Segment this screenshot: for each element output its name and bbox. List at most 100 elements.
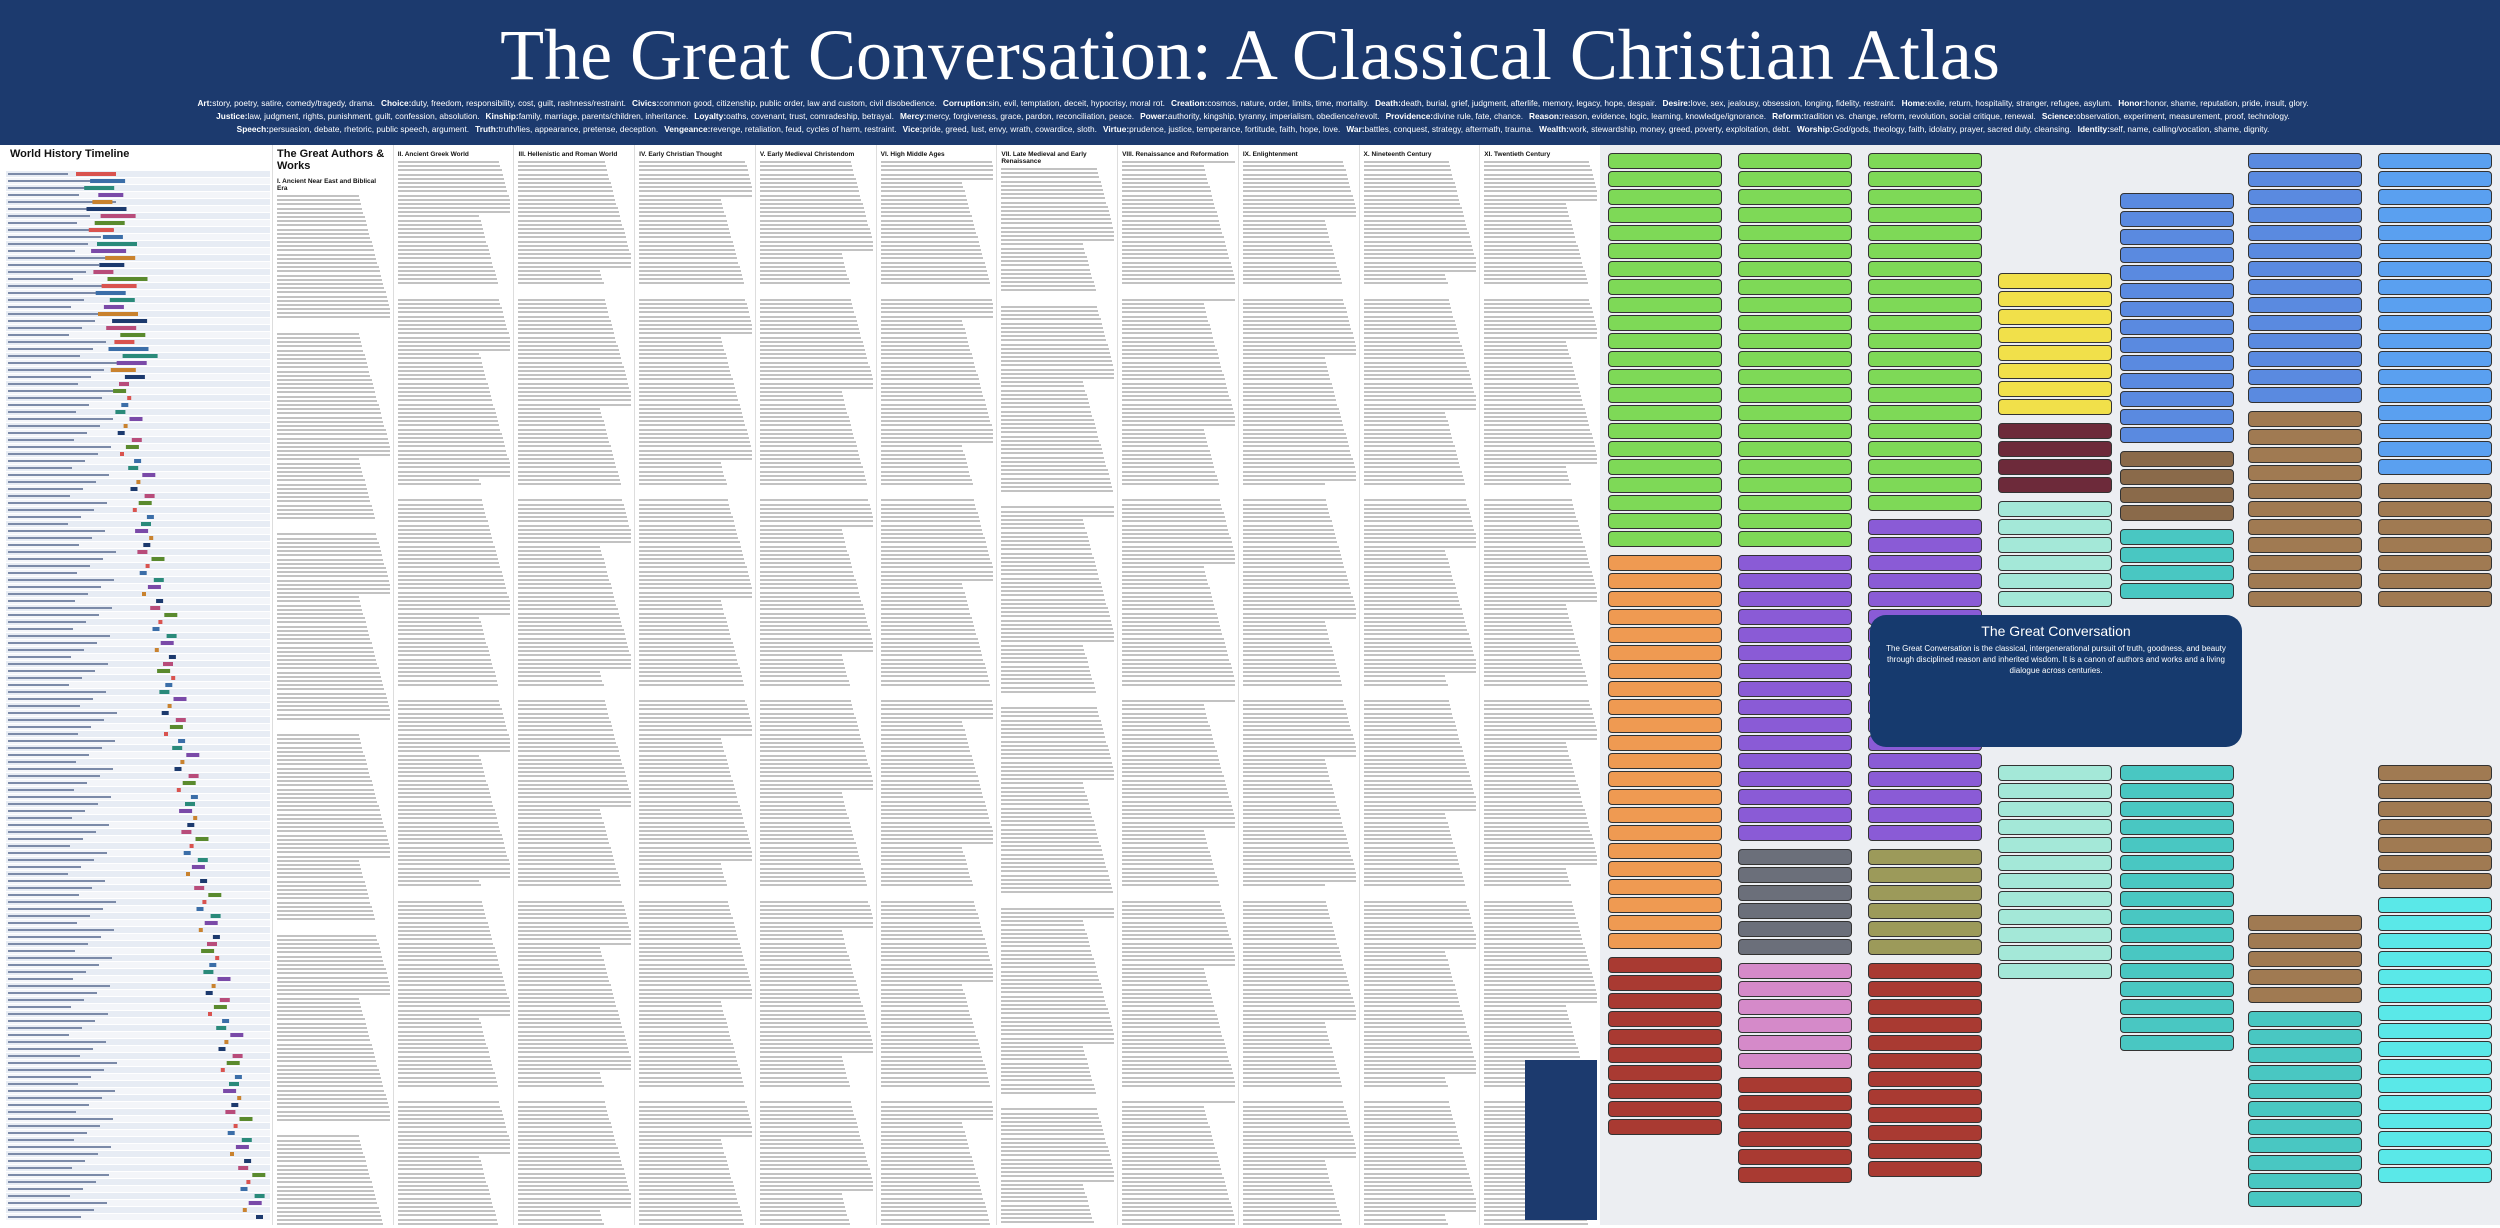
text-line: [1242, 445, 1350, 448]
text-line: [639, 846, 752, 849]
text-line: [639, 804, 740, 807]
text-line: [759, 796, 843, 799]
text-line: [1242, 829, 1345, 832]
text-line: [397, 1206, 494, 1208]
timeline-bar: [135, 529, 149, 533]
text-line: [397, 186, 507, 189]
text-line: [1122, 424, 1235, 427]
timeline-label: [8, 565, 90, 567]
text-line: [1363, 278, 1447, 281]
text-line: [759, 884, 868, 887]
text-line: [759, 311, 855, 314]
text-line: [518, 846, 611, 849]
text-line: [759, 754, 867, 757]
text-line: [880, 532, 984, 535]
text-line: [759, 729, 860, 732]
text-line: [639, 1017, 726, 1020]
text-line: [1484, 470, 1568, 473]
text-line: [1363, 1147, 1462, 1150]
text-line: [759, 507, 871, 510]
text-line: [277, 517, 376, 520]
text-line: [639, 641, 733, 644]
node: [1738, 171, 1852, 187]
text-line: [1122, 1189, 1228, 1192]
node: [2248, 225, 2362, 241]
text-line: [277, 759, 366, 762]
text-line: [518, 177, 610, 180]
timeline-label: [8, 1034, 69, 1036]
text-line: [518, 746, 618, 749]
text-line: [1363, 976, 1453, 979]
text-line: [277, 1202, 378, 1205]
text-line: [880, 671, 987, 674]
timeline-bar: [235, 1145, 249, 1149]
text-line: [639, 1189, 735, 1192]
text-line: [397, 1164, 482, 1167]
text-line: [1484, 1038, 1576, 1041]
text-line: [277, 475, 364, 478]
text-line: [277, 613, 364, 615]
text-line: [1363, 1159, 1466, 1162]
text-line: [1122, 988, 1210, 991]
text-line: [518, 925, 630, 928]
text-line: [639, 950, 742, 953]
text-line: [639, 925, 735, 928]
text-line: [1122, 437, 1207, 439]
text-line: [1363, 1176, 1470, 1179]
text-line: [397, 215, 480, 218]
text-line: [397, 913, 486, 916]
text-line: [397, 662, 493, 665]
timeline-bar: [216, 1026, 227, 1030]
text-line: [1001, 264, 1089, 267]
text-line: [277, 257, 377, 260]
node: [1868, 369, 1982, 385]
text-line: [1484, 570, 1592, 573]
text-line: [1122, 1101, 1235, 1104]
text-line: [1122, 236, 1224, 239]
text-line: [1484, 1001, 1597, 1004]
text-line: [1122, 1009, 1216, 1012]
text-line: [277, 587, 390, 590]
text-line: [1484, 871, 1568, 874]
text-line: [639, 813, 742, 816]
text-line: [277, 566, 386, 569]
text-line: [759, 223, 869, 226]
text-line: [397, 741, 511, 744]
text-line: [880, 1022, 973, 1025]
text-line: [759, 1101, 851, 1104]
text-line: [397, 374, 486, 377]
node: [1868, 1053, 1982, 1069]
text-line: [639, 566, 747, 569]
timeline-bar: [106, 326, 137, 330]
text-line: [1363, 1151, 1463, 1154]
text-line: [518, 240, 627, 243]
text-line: [397, 1185, 488, 1188]
text-line: [880, 248, 981, 251]
text-line: [518, 909, 625, 912]
text-line: [1001, 230, 1115, 233]
node: [2248, 537, 2362, 553]
text-line: [1363, 365, 1468, 368]
text-line: [277, 1039, 371, 1042]
text-line: [397, 792, 490, 795]
text-line: [1242, 478, 1356, 481]
text-line: [1242, 512, 1330, 514]
timeline-row: [6, 1214, 270, 1220]
text-line: [1001, 732, 1105, 735]
text-line: [639, 666, 740, 669]
text-line: [1242, 549, 1340, 552]
section-gap: [1360, 287, 1477, 297]
text-line: [1122, 1047, 1226, 1050]
text-line: [277, 1085, 384, 1088]
node: [2248, 915, 2362, 931]
text-line: [1363, 771, 1469, 774]
text-line: [518, 161, 605, 163]
text-line: [639, 257, 738, 260]
text-line: [639, 211, 725, 214]
text-line: [397, 583, 506, 586]
text-line: [759, 1051, 873, 1054]
text-line: [880, 904, 976, 907]
text-line: [1484, 311, 1593, 314]
text-line: [1363, 432, 1452, 435]
text-line: [639, 708, 748, 711]
